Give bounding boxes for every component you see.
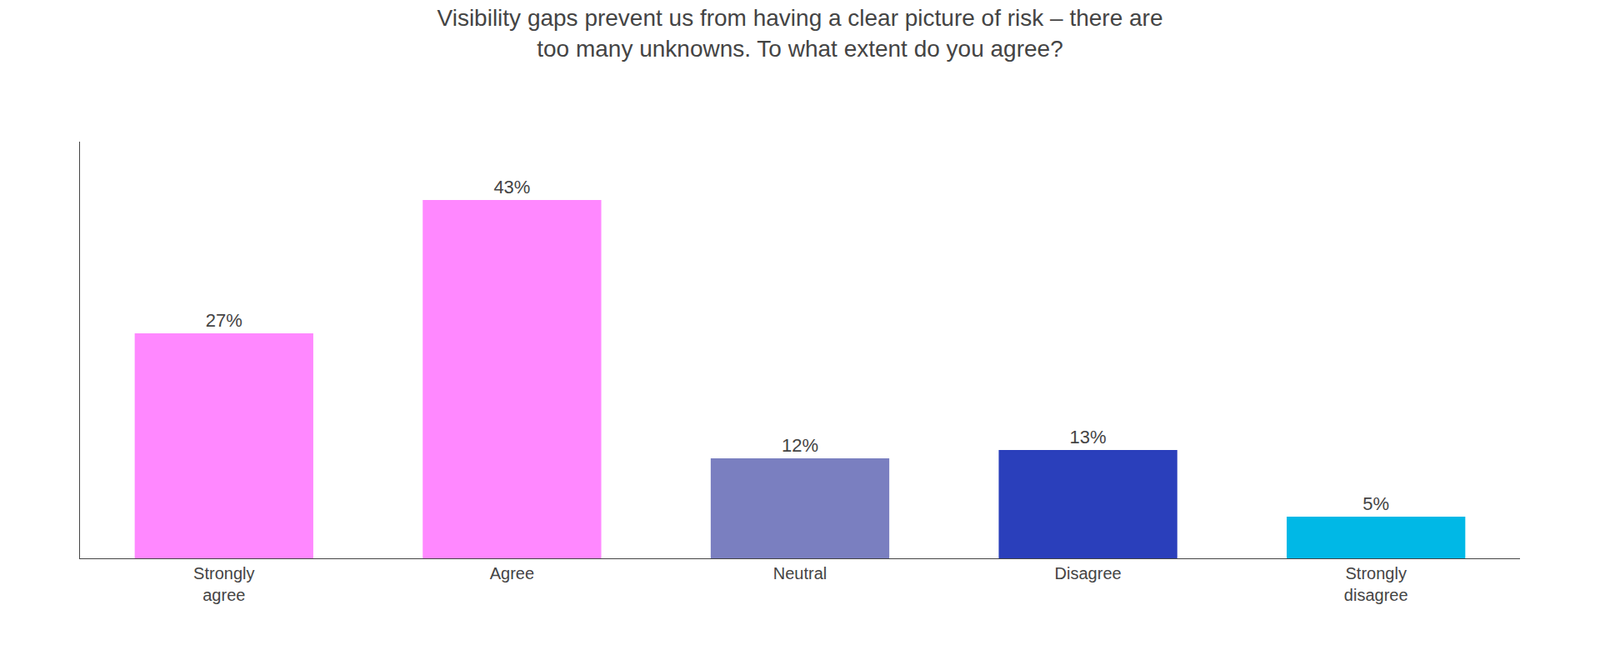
svg-text:27%: 27% (205, 310, 243, 331)
svg-text:Visibility gaps prevent us fro: Visibility gaps prevent us from having a… (436, 5, 1163, 61)
svg-text:Stronglydisagree: Stronglydisagree (1344, 564, 1409, 605)
svg-text:Neutral: Neutral (773, 564, 827, 583)
svg-text:43%: 43% (493, 176, 530, 198)
svg-text:12%: 12% (781, 435, 819, 456)
svg-text:13%: 13% (1070, 426, 1107, 448)
svg-text:Agree: Agree (490, 564, 535, 583)
svg-text:5%: 5% (1362, 493, 1390, 515)
svg-text:Stronglyagree: Stronglyagree (193, 564, 255, 605)
svg-text:Disagree: Disagree (1055, 564, 1122, 583)
